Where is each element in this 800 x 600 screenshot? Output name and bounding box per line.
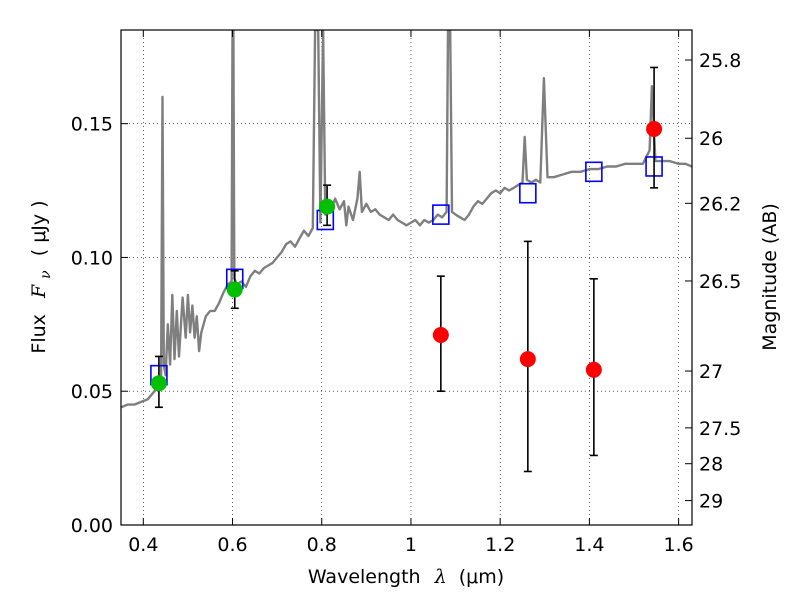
y-tick-label: 0.00: [71, 515, 113, 537]
data-point-marker: [319, 198, 336, 215]
x-tick-label: 0.4: [128, 534, 158, 556]
markers-layer: [150, 66, 663, 473]
x-tick-label: 0.6: [217, 534, 247, 556]
x-axis-title-unit: (μm): [459, 566, 504, 588]
x-axis-title-symbol: λ: [434, 566, 447, 588]
data-point-marker: [646, 121, 663, 137]
y2-tick-label: 26: [699, 128, 723, 150]
x-tick-label: 1.4: [574, 534, 604, 556]
model-square-marker: [519, 182, 537, 204]
y2-tick-label: 29: [699, 491, 723, 513]
x-tick-label: 0.8: [307, 534, 337, 556]
ticks: 0.4 0.6 0.8 1 1.2 1.4 1.6 0.00 0.05 0.10 0.15 25.8 2…: [71, 30, 741, 556]
spectrum-line: [121, 30, 692, 409]
y-axis-title-prefix: Flux: [28, 314, 50, 354]
model-square-marker: [432, 204, 450, 225]
grid: [121, 30, 692, 526]
y-axis-title-subscript: ν: [38, 270, 54, 279]
y2-tick-label: 26.5: [699, 271, 741, 293]
y-tick-label: 0.05: [71, 381, 113, 403]
y-axis-title: Flux F ν ( μJy ): [28, 200, 55, 353]
data-point-marker: [150, 375, 167, 392]
y2-axis-title: Magnitude (AB): [759, 203, 781, 351]
series-layer: [121, 30, 692, 409]
y2-tick-label: 27: [699, 361, 723, 383]
y2-tick-label: 28: [699, 454, 723, 476]
y2-tick-label: 27.5: [699, 418, 741, 440]
x-axis-title-prefix: Wavelength: [308, 566, 421, 588]
data-point-marker: [519, 351, 536, 368]
plot-background: [121, 30, 692, 525]
y-axis-title-unit: ( μJy ): [28, 200, 50, 256]
x-tick-label: 1: [405, 534, 417, 556]
x-tick-label: 1.6: [664, 534, 694, 556]
plot-frame: [120, 29, 693, 526]
data-point-marker: [226, 281, 243, 298]
y-tick-label: 0.10: [71, 247, 113, 269]
y-tick-label: 0.15: [71, 114, 113, 136]
data-point-marker: [585, 361, 602, 378]
model-square-marker: [585, 161, 603, 183]
y-axis-title-symbol: F: [28, 284, 50, 299]
x-tick-label: 1.2: [485, 534, 515, 556]
data-point-marker: [432, 327, 449, 344]
x-axis-title: Wavelength λ (μm): [308, 566, 504, 588]
y2-tick-label: 25.8: [699, 50, 741, 72]
y2-tick-label: 26.2: [699, 193, 741, 215]
